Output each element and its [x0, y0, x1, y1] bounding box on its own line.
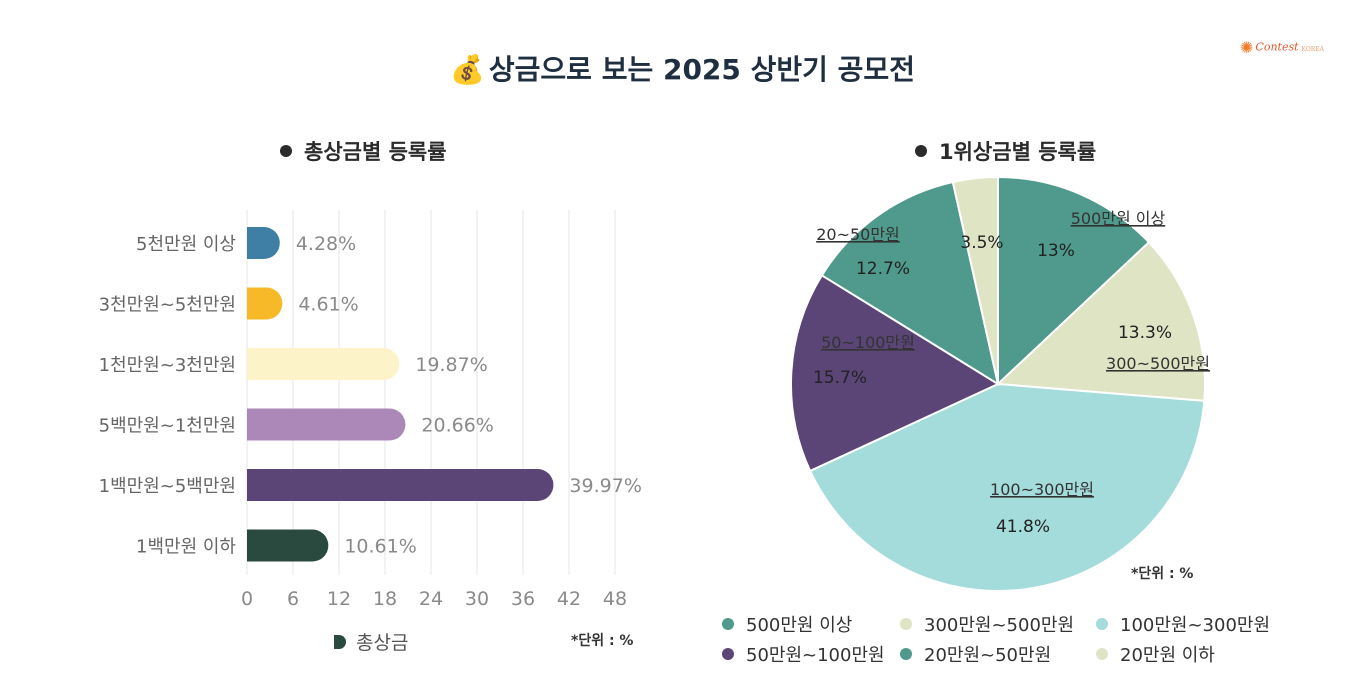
x-tick-label: 12 — [327, 588, 351, 610]
pie-slice — [997, 175, 1151, 387]
bar — [247, 529, 329, 562]
pie-legend-item: 50만원~100만원 — [722, 641, 885, 667]
money-bag-icon: 💰 — [450, 53, 485, 86]
pie-slice — [820, 180, 1000, 387]
x-tick-label: 42 — [557, 588, 581, 610]
value-label: 19.87% — [415, 354, 487, 376]
x-tick-label: 30 — [465, 588, 489, 610]
slice-name-label: 50~100만원 — [821, 333, 915, 352]
x-tick-label: 36 — [511, 588, 535, 610]
pie-legend-item: 500만원 이상 — [722, 611, 852, 637]
slice-value-label: 12.7% — [856, 259, 910, 279]
pie-slice — [951, 175, 999, 385]
pie-chart: 500만원 이상 13% 300~500만원 13.3% 100~300만원 41.8% 5… — [790, 175, 1210, 592]
pie-slice — [995, 240, 1206, 402]
category-label: 3천만원~5천만원 — [99, 295, 236, 316]
value-label: 4.28% — [296, 233, 356, 255]
legend-dot-icon — [900, 618, 912, 630]
x-tick-label: 0 — [241, 588, 253, 610]
pie-legend-item: 300만원~500만원 — [900, 611, 1074, 637]
logo-text: Contest — [1255, 40, 1299, 54]
pie-chart-title: 1위상금별 등록률 — [915, 136, 1096, 166]
legend-dot-icon — [1096, 648, 1108, 660]
slice-value-label: 3.5% — [960, 233, 1003, 253]
legend-dot-icon — [900, 648, 912, 660]
category-label: 1천만원~3천만원 — [99, 355, 236, 376]
slice-name-label: 500만원 이상 — [1071, 209, 1166, 228]
sun-logo-icon: ✺ — [1240, 38, 1254, 57]
x-tick-label: 18 — [373, 588, 397, 610]
bar — [247, 227, 280, 259]
value-label: 20.66% — [421, 415, 493, 437]
x-tick-label: 24 — [419, 588, 443, 610]
bar-unit-note: *단위 : % — [571, 633, 634, 649]
category-label: 5천만원 이상 — [136, 234, 236, 255]
pie-slice — [790, 273, 1001, 473]
pie-legend-item: 20만원~50만원 — [900, 641, 1051, 667]
bar — [247, 348, 400, 380]
value-label: 10.61% — [344, 536, 416, 558]
pie-legend-item: 100만원~300만원 — [1096, 611, 1270, 637]
slice-value-label: 13.3% — [1118, 323, 1172, 343]
legend-swatch-icon — [334, 634, 346, 649]
bullet-icon — [915, 145, 927, 157]
bar — [247, 287, 283, 320]
x-tick-label: 6 — [287, 588, 299, 610]
slice-value-label: 41.8% — [996, 517, 1050, 537]
bullet-icon — [280, 145, 292, 157]
bar-legend: 총상금 — [334, 628, 408, 655]
value-label: 4.61% — [298, 294, 358, 316]
pie-legend-item: 20만원 이하 — [1096, 641, 1215, 667]
logo: ✺ Contest KOREA — [1240, 38, 1324, 57]
pie-slice — [808, 382, 1206, 592]
value-label: 39.97% — [569, 475, 641, 497]
category-label: 1백만원 이하 — [136, 537, 236, 558]
slice-value-label: 13% — [1037, 241, 1075, 261]
legend-dot-icon — [722, 618, 734, 630]
legend-dot-icon — [722, 648, 734, 660]
slice-name-label: 20~50만원 — [816, 225, 900, 244]
pie-unit-note: *단위 : % — [1131, 566, 1194, 582]
bar — [247, 469, 554, 501]
x-tick-label: 48 — [603, 588, 627, 610]
bar-chart: 0 6 12 18 24 30 36 42 48 5천만원 이상 4.28% 3천만원~5천만원 4.6… — [99, 210, 642, 610]
bar-chart-title: 총상금별 등록률 — [280, 136, 447, 166]
slice-name-label: 100~300만원 — [990, 480, 1094, 499]
slice-name-label: 300~500만원 — [1106, 354, 1210, 373]
page-title: 💰 상금으로 보는 2025 상반기 공모전 — [450, 53, 915, 86]
bar — [247, 408, 406, 441]
legend-dot-icon — [1096, 618, 1108, 630]
logo-subtext: KOREA — [1301, 45, 1325, 53]
category-label: 5백만원~1천만원 — [99, 416, 236, 437]
slice-value-label: 15.7% — [813, 368, 867, 388]
category-label: 1백만원~5백만원 — [99, 476, 236, 497]
